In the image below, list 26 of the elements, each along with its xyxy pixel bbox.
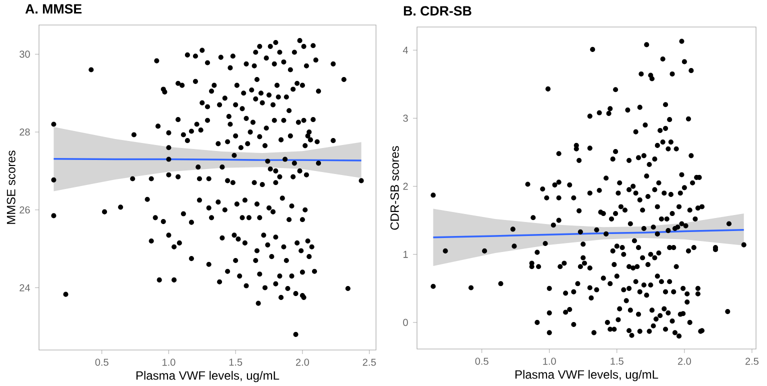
y-tick-label: 1 — [403, 250, 408, 258]
y-tick-label: 0 — [403, 318, 408, 326]
x-axis-title: Plasma VWF levels, ug/mL — [515, 370, 658, 382]
x-tick-label: 0.5 — [95, 358, 108, 366]
x-tick-label: 1.5 — [229, 358, 242, 366]
chart-title: A. MMSE — [25, 4, 82, 14]
x-tick-label: 1.0 — [543, 358, 556, 365]
x-tick-label: 2.0 — [678, 358, 691, 365]
y-axis-title: CDR-SB scores — [390, 146, 399, 230]
y-axis-title: MMSE scores — [6, 150, 16, 224]
y-tick-label: 2 — [403, 182, 408, 190]
x-tick-label: 1.5 — [610, 358, 624, 365]
y-tick-label: 30 — [20, 50, 30, 58]
y-tick-label: 24 — [20, 284, 30, 292]
y-tick-label: 28 — [20, 128, 30, 136]
y-tick-label: 3 — [403, 114, 408, 122]
x-tick-label: 0.5 — [475, 358, 488, 365]
x-tick-label: 2.5 — [362, 358, 376, 366]
x-tick-label: 2.0 — [296, 358, 310, 366]
x-axis-title: Plasma VWF levels, ug/mL — [136, 370, 280, 382]
line-series — [432, 229, 745, 238]
x-tick-label: 2.5 — [746, 358, 758, 365]
y-tick-label: 26 — [20, 206, 30, 214]
y-tick-label: 4 — [402, 46, 408, 54]
chart-title: B. CDR-SB — [404, 6, 472, 16]
x-tick-label: 1.0 — [162, 358, 176, 366]
